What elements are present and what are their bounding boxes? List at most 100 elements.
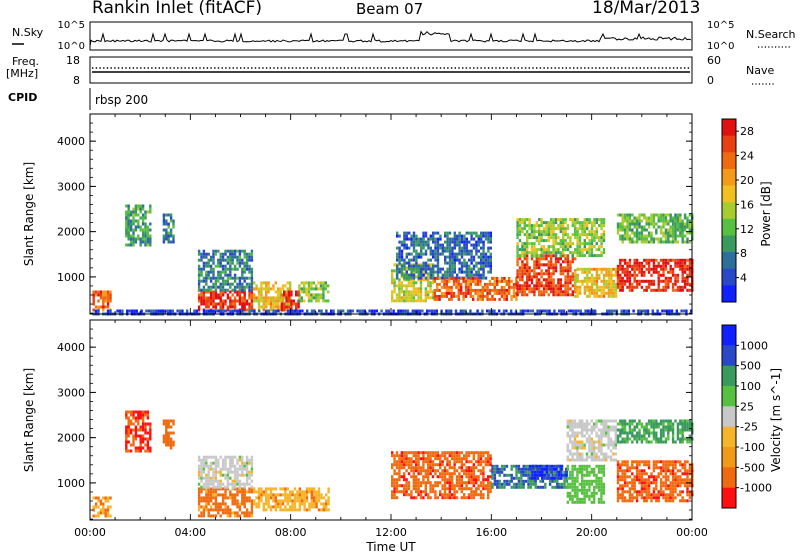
data-cell — [635, 258, 639, 262]
data-cell — [415, 281, 418, 285]
data-cell — [528, 224, 531, 228]
data-cell — [279, 493, 282, 497]
data-cell — [586, 309, 590, 313]
data-cell — [241, 461, 244, 465]
data-cell — [298, 499, 301, 503]
data-cell — [139, 216, 142, 220]
data-cell — [209, 293, 213, 297]
data-cell — [667, 279, 670, 283]
data-cell — [662, 273, 665, 277]
data-cell — [200, 467, 203, 471]
data-cell — [540, 239, 543, 243]
data-cell — [146, 431, 150, 435]
data-cell — [284, 496, 287, 500]
data-cell — [125, 413, 128, 417]
data-cell — [524, 467, 528, 471]
data-cell — [229, 282, 232, 286]
data-cell — [547, 230, 550, 234]
data-cell — [468, 252, 471, 256]
data-cell — [610, 309, 614, 313]
data-cell — [491, 476, 494, 480]
data-cell — [400, 258, 404, 262]
data-cell — [293, 499, 297, 503]
data-cell — [408, 252, 411, 256]
data-cell — [472, 294, 475, 298]
data-cell — [578, 285, 582, 289]
colorbar-segment — [722, 152, 736, 170]
data-cell — [202, 302, 206, 306]
data-cell — [458, 237, 461, 241]
data-cell — [475, 234, 478, 238]
data-cell — [484, 264, 488, 268]
data-cell — [451, 246, 454, 250]
data-cell — [396, 270, 399, 274]
data-cell — [229, 252, 232, 256]
data-cell — [574, 218, 577, 222]
data-cell — [399, 309, 402, 313]
data-cell — [590, 242, 594, 246]
data-cell — [393, 269, 396, 273]
data-cell — [219, 296, 222, 300]
data-cell — [638, 267, 641, 271]
data-cell — [245, 458, 249, 462]
data-cell — [293, 508, 297, 512]
data-cell — [205, 273, 208, 277]
data-cell — [132, 428, 135, 432]
data-cell — [448, 261, 452, 265]
data-cell — [464, 279, 468, 283]
data-cell — [224, 299, 227, 303]
data-cell — [465, 261, 468, 265]
data-cell — [487, 460, 490, 464]
data-cell — [412, 278, 415, 282]
data-cell — [545, 224, 548, 228]
data-cell — [250, 464, 254, 468]
data-cell — [439, 267, 442, 271]
data-cell — [489, 469, 492, 473]
data-cell — [631, 285, 634, 289]
data-cell — [595, 227, 598, 231]
data-cell — [667, 234, 670, 238]
data-cell — [224, 508, 227, 512]
data-cell — [584, 309, 587, 313]
data-cell — [463, 246, 466, 250]
data-cell — [521, 284, 524, 288]
data-cell — [132, 437, 135, 441]
data-cell — [462, 297, 465, 301]
data-cell — [97, 299, 100, 303]
data-cell — [540, 230, 543, 234]
data-cell — [447, 309, 450, 313]
data-cell — [248, 461, 251, 465]
data-cell — [674, 222, 677, 226]
data-cell — [487, 484, 490, 488]
data-cell — [451, 487, 454, 491]
data-cell — [571, 275, 574, 279]
data-cell — [226, 308, 230, 312]
data-cell — [538, 309, 542, 313]
data-cell — [310, 487, 313, 491]
data-cell — [419, 281, 423, 285]
data-cell — [583, 233, 586, 237]
data-cell — [139, 410, 142, 414]
data-cell — [628, 288, 632, 292]
data-cell — [429, 466, 432, 470]
data-cell — [476, 288, 480, 292]
data-cell — [479, 469, 483, 473]
data-cell — [99, 290, 103, 294]
data-cell — [410, 466, 413, 470]
data-cell — [248, 288, 251, 292]
data-cell — [403, 484, 406, 488]
data-cell — [267, 493, 270, 497]
data-cell — [626, 279, 629, 283]
data-cell — [296, 499, 299, 503]
data-cell — [581, 230, 584, 234]
data-cell — [581, 497, 584, 501]
data-cell — [631, 240, 634, 244]
data-cell — [224, 264, 227, 268]
data-cell — [391, 275, 394, 279]
data-cell — [500, 482, 504, 486]
data-cell — [619, 228, 622, 232]
data-cell — [415, 275, 418, 279]
data-cell — [205, 473, 208, 477]
data-cell — [410, 296, 413, 300]
data-cell — [578, 497, 581, 501]
